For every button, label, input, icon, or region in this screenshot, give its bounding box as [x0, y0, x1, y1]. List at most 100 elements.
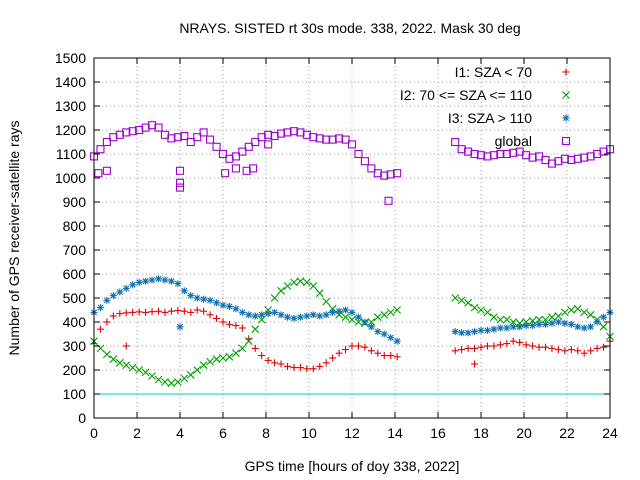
data-point [109, 292, 117, 300]
data-point [193, 366, 202, 374]
data-point [347, 140, 357, 149]
data-point [129, 308, 137, 316]
data-point [329, 308, 337, 316]
data-point [387, 352, 395, 360]
data-point [290, 314, 298, 322]
data-point [161, 378, 169, 386]
x-tick-label: 18 [473, 425, 489, 441]
data-point [516, 323, 524, 331]
data-point [135, 308, 143, 316]
data-point [258, 352, 266, 360]
y-tick-label: 1500 [55, 50, 86, 66]
data-point [361, 318, 369, 326]
y-tick-label: 0 [78, 410, 86, 426]
data-point [277, 311, 285, 319]
data-point [284, 313, 291, 321]
y-tick-label: 400 [63, 314, 87, 330]
data-point [354, 149, 363, 159]
data-point [122, 309, 130, 317]
data-point [322, 297, 331, 306]
data-point [283, 282, 292, 290]
data-point [477, 306, 485, 314]
data-point [303, 312, 311, 320]
data-point [173, 378, 182, 386]
data-point [451, 294, 460, 302]
data-point [380, 352, 388, 360]
data-point [232, 305, 240, 313]
data-point [128, 127, 137, 136]
data-point [529, 322, 537, 330]
data-point [264, 140, 273, 149]
data-point [175, 183, 185, 192]
data-point [522, 322, 530, 330]
data-point [155, 307, 162, 315]
data-point [529, 342, 537, 350]
legend-entry-marker [562, 114, 570, 122]
data-point [213, 314, 221, 322]
data-point [322, 311, 330, 319]
x-tick-label: 4 [176, 425, 184, 441]
data-point [483, 342, 491, 350]
x-tick-label: 24 [602, 425, 618, 441]
x-tick-label: 22 [559, 425, 575, 441]
data-point [186, 370, 195, 379]
data-point [96, 145, 105, 154]
data-point [264, 306, 273, 314]
data-point [451, 137, 460, 147]
data-point [458, 346, 466, 354]
data-point [221, 169, 230, 178]
data-point [464, 329, 472, 337]
data-point [496, 341, 504, 349]
y-tick-label: 1100 [56, 146, 86, 162]
data-point [464, 147, 473, 156]
data-point [289, 127, 299, 136]
data-point [567, 306, 576, 314]
data-point [496, 324, 504, 332]
data-point [593, 318, 601, 326]
data-point [251, 325, 260, 334]
data-point [102, 137, 111, 147]
data-point [302, 130, 311, 139]
data-point [225, 154, 234, 163]
data-point [542, 343, 549, 351]
data-point [174, 306, 182, 314]
data-point [341, 313, 350, 322]
y-tick-label: 900 [63, 194, 87, 210]
data-point [225, 352, 234, 361]
data-point [470, 303, 479, 312]
data-point [238, 147, 247, 156]
y-tick-label: 1400 [55, 74, 86, 90]
x-tick-label: 6 [219, 425, 227, 441]
data-point [374, 349, 382, 357]
data-point [580, 349, 588, 357]
x-tick-label: 10 [301, 425, 317, 441]
data-point [103, 350, 111, 359]
data-point [322, 135, 331, 144]
data-point [309, 282, 318, 290]
legend-entry-marker [561, 136, 571, 146]
data-point [199, 361, 208, 370]
data-point [122, 128, 131, 137]
data-point [587, 347, 595, 355]
data-point [264, 310, 272, 318]
data-point [393, 337, 401, 345]
data-point [360, 157, 369, 166]
data-point [535, 320, 543, 328]
data-point [290, 278, 298, 287]
data-point [522, 151, 531, 160]
y-axis-label: Number of GPS receiver-satellite rays [6, 121, 22, 356]
data-point [271, 308, 279, 316]
data-point [206, 135, 215, 144]
data-point [309, 311, 317, 319]
data-point [231, 152, 240, 161]
data-point [322, 359, 330, 367]
data-point [315, 289, 324, 298]
data-point [148, 121, 157, 130]
data-point [303, 365, 311, 373]
data-point [115, 358, 124, 367]
data-point [380, 310, 389, 319]
x-tick-label: 12 [344, 425, 360, 441]
data-point [348, 308, 356, 316]
